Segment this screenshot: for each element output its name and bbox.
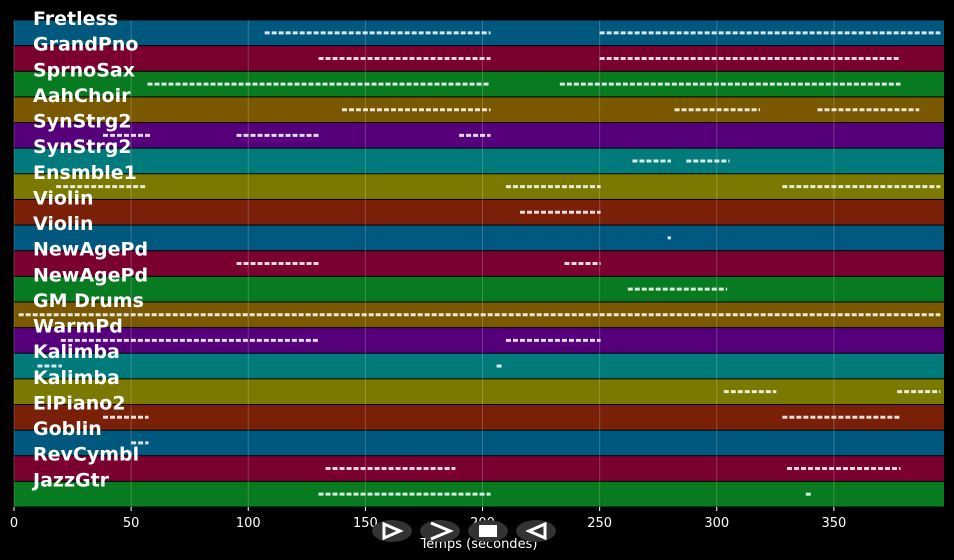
track-label: SynStrg2 — [33, 136, 132, 158]
track-label: ElPiano2 — [33, 392, 126, 414]
track-label: NewAgePd — [33, 264, 148, 286]
track-label: WarmPd — [33, 316, 123, 338]
track-label: Violin — [33, 187, 94, 209]
track-label: Fretless — [33, 8, 118, 30]
track-row — [14, 481, 944, 507]
track-label: NewAgePd — [33, 239, 148, 261]
stop-button[interactable] — [468, 520, 508, 542]
track-row — [14, 379, 944, 404]
track-row — [14, 123, 944, 148]
track-row — [14, 276, 944, 302]
x-tick-label: 100 — [236, 516, 261, 531]
notes — [18, 31, 941, 496]
track-label: SynStrg2 — [33, 111, 132, 133]
track-row — [14, 148, 944, 174]
track-row — [14, 404, 944, 430]
track-rows — [14, 20, 944, 507]
x-tick-label: 0 — [10, 516, 18, 531]
track-label: RevCymbl — [33, 444, 139, 466]
track-row — [14, 174, 944, 199]
track-label: Kalimba — [33, 341, 120, 363]
playback-controls — [372, 520, 556, 542]
x-tick-label: 150 — [353, 516, 378, 531]
track-label: JazzGtr — [31, 469, 110, 491]
track-label: GM Drums — [33, 290, 144, 312]
track-label: SprnoSax — [33, 59, 135, 81]
track-row — [14, 199, 944, 225]
x-tick-label: 300 — [704, 516, 729, 531]
x-tick-label: 250 — [587, 516, 612, 531]
track-label: AahChoir — [33, 85, 131, 107]
track-row — [14, 430, 944, 456]
track-label: Goblin — [33, 418, 102, 440]
x-tick-label: 50 — [123, 516, 140, 531]
track-row — [14, 353, 944, 379]
x-tick-label: 350 — [821, 516, 846, 531]
track-label: Ensmble1 — [33, 162, 137, 184]
track-label: Violin — [33, 213, 94, 235]
track-label: Kalimba — [33, 367, 120, 389]
track-label: GrandPno — [33, 34, 138, 56]
track-labels: Fretless GrandPno SprnoSax AahChoir SynStrg2… — [31, 8, 148, 491]
rewind-button[interactable] — [516, 520, 556, 542]
forward-button[interactable] — [420, 520, 460, 542]
track-row — [14, 251, 944, 276]
track-row — [14, 225, 944, 251]
play-button[interactable] — [372, 520, 412, 542]
